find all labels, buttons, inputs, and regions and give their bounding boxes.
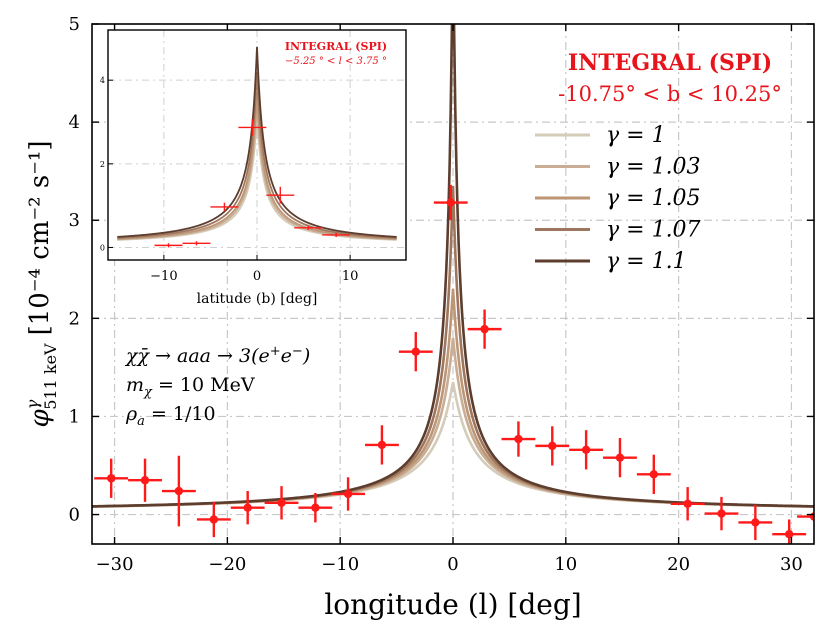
main-point-marker — [548, 441, 557, 451]
annotation-process: χχ̄ → aaa → 3(e+e−) — [124, 344, 310, 367]
inset-data-point — [182, 241, 211, 246]
main-xtick-label: 30 — [780, 554, 803, 575]
inset-axes: −10 0 10 0 2 4 — [100, 29, 407, 284]
main-data-point — [433, 184, 468, 221]
main-point-marker — [480, 324, 489, 334]
main-data-point — [738, 504, 773, 541]
main-point-marker — [343, 489, 353, 499]
main-point-marker — [377, 440, 387, 450]
main-data-point — [704, 496, 739, 531]
main-point-marker — [751, 518, 760, 527]
main-ytick-label: 3 — [69, 210, 80, 231]
legend-label: γ = 1 — [606, 123, 666, 148]
main-xtick-label: −20 — [208, 554, 246, 575]
inset-xtick-label: −10 — [150, 269, 177, 284]
main-data-point — [569, 430, 604, 470]
main-data-point — [398, 332, 433, 372]
inset-ytick-label: 0 — [100, 243, 105, 252]
main-point-marker — [683, 499, 692, 508]
main-points — [94, 184, 814, 544]
inset-curves — [117, 46, 397, 241]
main-point-marker — [140, 476, 150, 485]
main-point-marker — [243, 503, 252, 512]
main-point-marker — [581, 445, 591, 455]
inset-ytick-label: 2 — [100, 160, 105, 169]
inset-title: INTEGRAL (SPI) — [285, 40, 387, 53]
legend-entries: γ = 1 γ = 1.03 γ = 1.05 γ = 1.07 γ = 1.1 — [535, 123, 701, 274]
inset-points — [154, 119, 351, 248]
legend-entry: γ = 1.07 — [535, 218, 701, 243]
legend-data-title: INTEGRAL (SPI) — [568, 50, 772, 76]
main-ytick-label: 1 — [69, 406, 80, 427]
legend-entry: γ = 1.03 — [535, 155, 701, 180]
inset-curve-series-2 — [117, 92, 397, 240]
inset-curve-series-4 — [117, 46, 397, 238]
legend-label: γ = 1.05 — [606, 186, 701, 211]
main-data-point — [196, 501, 231, 538]
main-point-marker — [411, 347, 420, 356]
main-xtick-label: −30 — [96, 554, 134, 575]
main-xlabel: longitude (l) [deg] — [324, 588, 581, 621]
inset-xlabel: latitude (b) [deg] — [197, 291, 318, 307]
legend-data-subtitle: -10.75° < b < 10.25° — [558, 82, 782, 106]
inset-data-point — [322, 232, 351, 237]
main-data-point — [230, 491, 265, 525]
main-point-marker — [311, 503, 320, 512]
annotation-mass: mχ = 10 MeV — [126, 374, 255, 400]
main-data-point — [535, 426, 570, 466]
main-data-point — [94, 458, 129, 498]
main-data-point — [298, 492, 333, 523]
inset-xtick-label: 0 — [253, 269, 261, 284]
main-point-marker — [784, 529, 794, 539]
main-point-marker — [174, 486, 184, 496]
main-data-point — [603, 438, 637, 478]
inset-chart: −10 0 10 0 2 4 INTEGRAL (SPI) −5.25 ° < l < 3… — [100, 29, 407, 307]
main-point-marker — [649, 470, 659, 479]
main-data-point — [636, 454, 671, 494]
main-point-marker — [277, 498, 286, 507]
legend-entry: γ = 1.05 — [535, 186, 701, 211]
main-point-marker — [446, 198, 455, 207]
inset-data-point — [154, 243, 183, 248]
inset-data-point — [210, 202, 239, 212]
annotation-block: χχ̄ → aaa → 3(e+e−) mχ = 10 MeV ρa = 1/1… — [124, 344, 310, 429]
inset-data-point — [294, 225, 323, 230]
legend-label: γ = 1.03 — [606, 155, 701, 180]
main-data-point — [128, 458, 162, 502]
main-data-point — [331, 477, 366, 511]
legend: INTEGRAL (SPI) -10.75° < b < 10.25° γ = … — [535, 50, 782, 274]
main-data-point — [501, 421, 536, 457]
main-ytick-label: 2 — [69, 308, 80, 329]
main-ytick-label: 0 — [69, 505, 80, 526]
main-point-marker — [514, 434, 523, 444]
main-xtick-label: 10 — [554, 554, 577, 575]
legend-label: γ = 1.07 — [606, 218, 701, 243]
main-ytick-label: 4 — [69, 112, 80, 133]
main-point-marker — [209, 515, 219, 524]
inset-subtitle: −5.25 ° < l < 3.75 ° — [285, 56, 387, 67]
main-data-point — [365, 425, 399, 465]
main-ytick-label: 5 — [69, 14, 80, 35]
main-data-point — [467, 309, 502, 349]
main-data-point — [670, 487, 705, 521]
inset-xtick-label: 10 — [342, 269, 359, 284]
main-point-marker — [106, 474, 116, 483]
main-xtick-label: 20 — [667, 554, 690, 575]
annotation-rho: ρa = 1/10 — [125, 403, 216, 429]
inset-data-point — [266, 186, 295, 204]
main-data-point — [161, 455, 196, 527]
main-point-marker — [717, 509, 726, 518]
main-ylabel: φγ511 keV[10⁻⁴ cm⁻² s⁻¹] — [23, 140, 60, 427]
main-data-point — [264, 486, 299, 520]
main-xtick-label: −10 — [321, 554, 359, 575]
legend-entry: γ = 1 — [535, 123, 666, 148]
legend-label: γ = 1.1 — [606, 249, 687, 274]
inset-ytick-label: 4 — [100, 76, 105, 85]
main-xtick-label: 0 — [447, 554, 458, 575]
inset-data-point — [238, 119, 267, 136]
legend-entry: γ = 1.1 — [535, 249, 687, 274]
main-point-marker — [615, 453, 625, 462]
